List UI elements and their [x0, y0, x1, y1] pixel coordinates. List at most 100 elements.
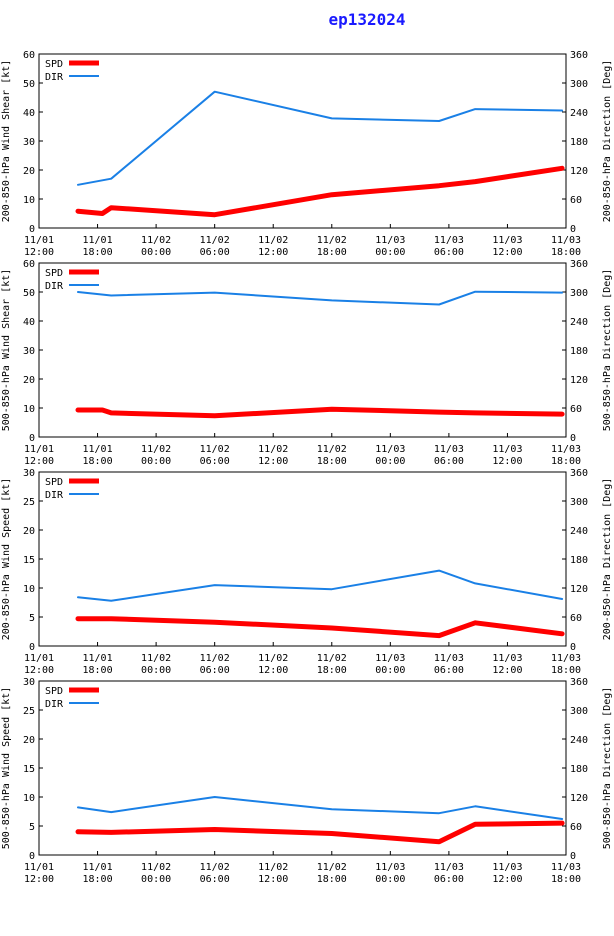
y-right-tick-label: 240	[570, 526, 588, 537]
y-right-tick-label: 180	[570, 555, 588, 566]
x-tick-time: 00:00	[375, 456, 405, 467]
y-left-tick-label: 15	[23, 764, 35, 775]
x-tick-date: 11/02	[141, 862, 171, 873]
y-right-tick-label: 360	[570, 677, 588, 688]
x-tick-time: 12:00	[24, 874, 54, 885]
x-tick-time: 00:00	[141, 456, 171, 467]
x-tick-date: 11/03	[375, 444, 405, 455]
y-right-tick-label: 0	[570, 224, 576, 235]
x-tick-time: 00:00	[375, 247, 405, 258]
x-tick-date: 11/02	[141, 235, 171, 246]
legend-label-dir: DIR	[45, 281, 64, 292]
series-line-dir	[77, 290, 564, 306]
legend-label-spd: SPD	[45, 686, 63, 697]
x-tick-date: 11/02	[317, 653, 347, 664]
series-line-dir	[77, 569, 564, 602]
y-right-tick-label: 240	[570, 735, 588, 746]
y-right-tick-label: 300	[570, 497, 588, 508]
page-title: ep132024	[328, 10, 405, 29]
series-line-spd	[75, 406, 565, 419]
series-line-spd	[75, 820, 565, 845]
x-tick-date: 11/01	[83, 653, 113, 664]
x-tick-time: 06:00	[200, 874, 230, 885]
y-right-tick-label: 300	[570, 79, 588, 90]
x-tick-time: 18:00	[83, 874, 113, 885]
x-tick-date: 11/03	[375, 653, 405, 664]
x-tick-date: 11/02	[317, 862, 347, 873]
plot-frame	[38, 680, 567, 856]
x-tick-date: 11/01	[24, 444, 54, 455]
y-left-tick-label: 10	[23, 584, 35, 595]
chart-panel-4: 05101520253006012018024030036011/0112:00…	[1, 677, 613, 885]
x-tick-time: 12:00	[492, 874, 522, 885]
x-tick-time: 18:00	[551, 456, 581, 467]
x-tick-time: 12:00	[492, 456, 522, 467]
y-left-tick-label: 50	[23, 79, 35, 90]
x-tick-date: 11/02	[200, 235, 230, 246]
chart-panel-1: 010203040506006012018024030036011/0112:0…	[1, 50, 613, 258]
y-left-tick-label: 30	[23, 468, 35, 479]
x-tick-time: 12:00	[258, 665, 288, 676]
y-right-tick-label: 120	[570, 166, 588, 177]
x-tick-time: 18:00	[551, 247, 581, 258]
y-left-tick-label: 30	[23, 137, 35, 148]
y-left-axis-label: 500-850-hPa Wind Speed [kt]	[1, 687, 12, 850]
x-tick-time: 18:00	[317, 874, 347, 885]
x-tick-time: 18:00	[317, 247, 347, 258]
x-tick-time: 00:00	[375, 874, 405, 885]
series-line-dir	[77, 796, 564, 820]
x-tick-date: 11/03	[375, 862, 405, 873]
legend-label-spd: SPD	[45, 477, 63, 488]
x-tick-date: 11/02	[258, 653, 288, 664]
x-tick-time: 18:00	[83, 247, 113, 258]
x-tick-date: 11/01	[24, 862, 54, 873]
series-line-spd	[75, 165, 565, 218]
y-right-tick-label: 300	[570, 706, 588, 717]
x-tick-date: 11/02	[200, 862, 230, 873]
x-tick-time: 18:00	[83, 456, 113, 467]
x-tick-date: 11/03	[492, 653, 522, 664]
x-tick-time: 06:00	[434, 874, 464, 885]
y-left-tick-label: 0	[29, 433, 35, 444]
y-right-tick-label: 60	[570, 404, 582, 415]
x-tick-time: 12:00	[258, 456, 288, 467]
x-tick-date: 11/03	[492, 444, 522, 455]
x-tick-date: 11/01	[24, 653, 54, 664]
y-right-tick-label: 120	[570, 584, 588, 595]
x-tick-time: 12:00	[24, 665, 54, 676]
y-right-tick-label: 180	[570, 346, 588, 357]
x-tick-time: 06:00	[200, 665, 230, 676]
y-left-tick-label: 25	[23, 706, 35, 717]
y-right-tick-label: 120	[570, 375, 588, 386]
x-tick-time: 06:00	[434, 247, 464, 258]
x-tick-date: 11/03	[434, 653, 464, 664]
x-tick-time: 12:00	[492, 665, 522, 676]
x-tick-time: 00:00	[375, 665, 405, 676]
y-left-tick-label: 30	[23, 677, 35, 688]
y-left-tick-label: 20	[23, 735, 35, 746]
x-tick-time: 12:00	[24, 247, 54, 258]
y-right-tick-label: 180	[570, 764, 588, 775]
x-tick-time: 12:00	[24, 456, 54, 467]
y-left-tick-label: 5	[29, 822, 35, 833]
x-tick-date: 11/03	[551, 653, 581, 664]
x-tick-date: 11/02	[317, 444, 347, 455]
y-left-tick-label: 20	[23, 166, 35, 177]
y-left-axis-label: 200-850-hPa Wind Speed [kt]	[1, 478, 12, 641]
y-left-axis-label: 200-850-hPa Wind Shear [kt]	[1, 60, 12, 223]
y-right-tick-label: 360	[570, 468, 588, 479]
x-tick-time: 18:00	[317, 456, 347, 467]
x-tick-date: 11/03	[551, 444, 581, 455]
y-right-tick-label: 240	[570, 108, 588, 119]
y-left-tick-label: 0	[29, 642, 35, 653]
x-tick-time: 18:00	[551, 665, 581, 676]
y-left-tick-label: 0	[29, 851, 35, 862]
x-tick-date: 11/01	[83, 235, 113, 246]
x-tick-time: 12:00	[258, 247, 288, 258]
y-left-tick-label: 10	[23, 195, 35, 206]
x-tick-date: 11/02	[141, 653, 171, 664]
x-tick-date: 11/02	[317, 235, 347, 246]
x-tick-date: 11/02	[258, 862, 288, 873]
x-tick-time: 06:00	[434, 456, 464, 467]
x-tick-time: 06:00	[200, 247, 230, 258]
